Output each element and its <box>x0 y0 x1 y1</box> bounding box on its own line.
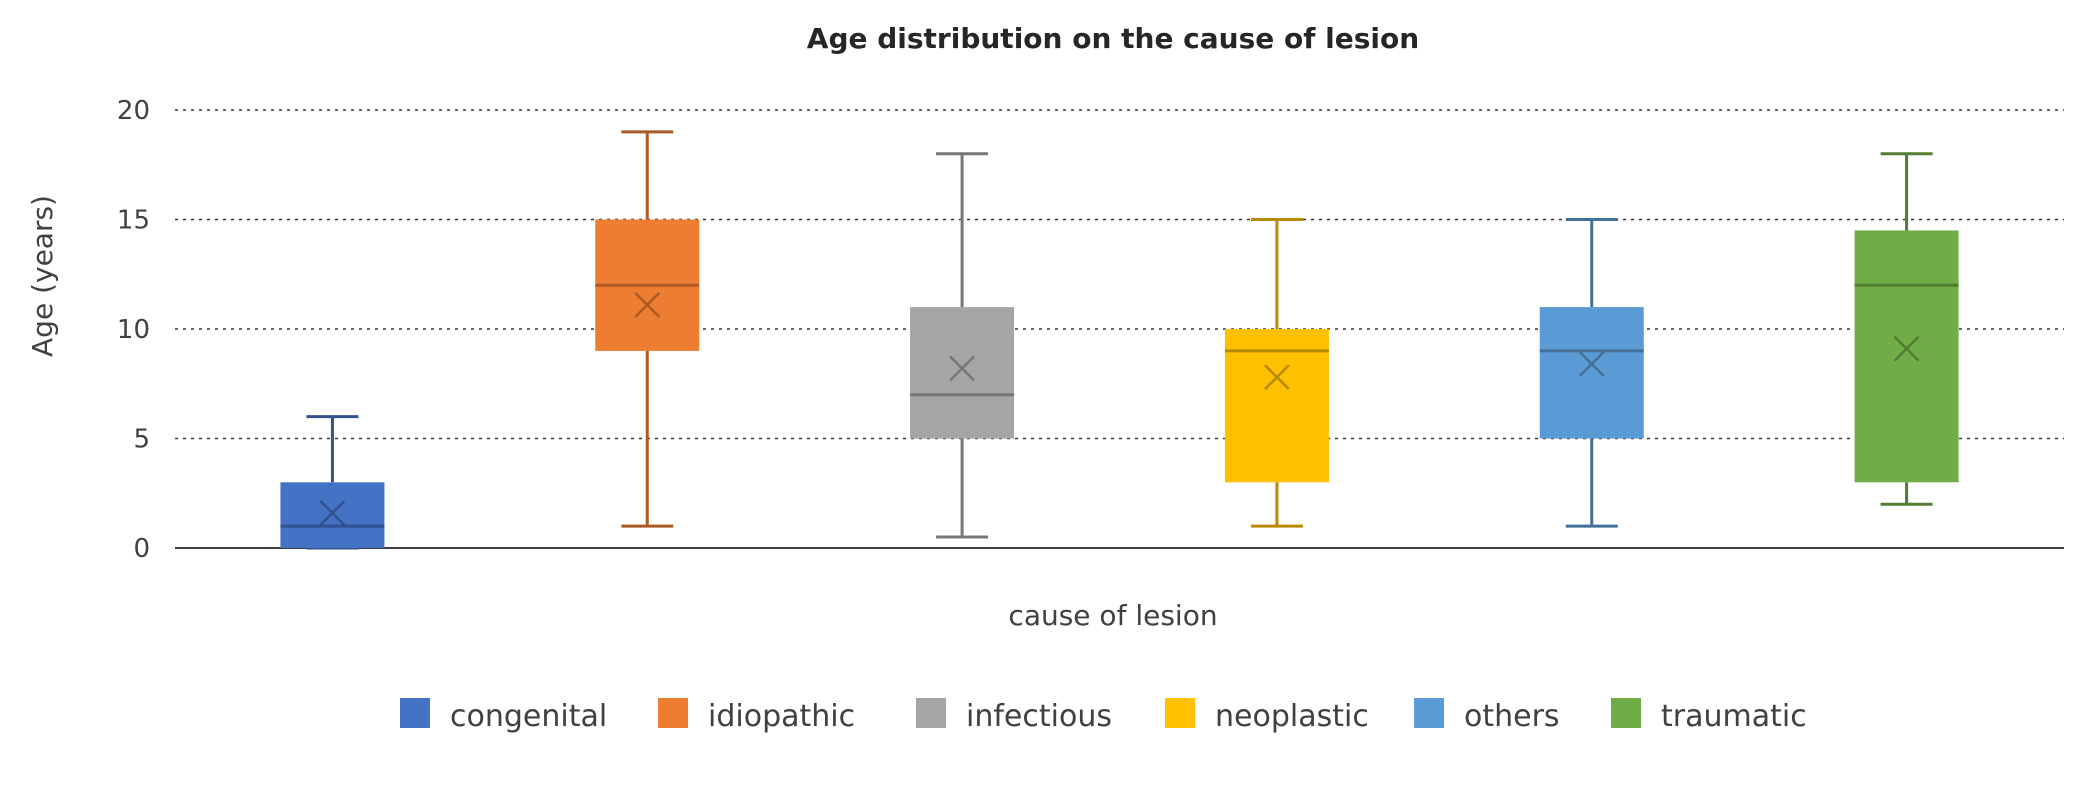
box-rect-others <box>1539 307 1644 439</box>
legend-label-idiopathic: idiopathic <box>708 699 855 734</box>
legend-label-infectious: infectious <box>966 699 1112 734</box>
box-others <box>1539 218 1644 528</box>
legend-label-others: others <box>1464 699 1560 734</box>
legend-item-traumatic: traumatic <box>1611 698 1807 734</box>
mean-marker-b-others <box>1578 351 1605 377</box>
y-tick-label-20: 20 <box>117 96 150 126</box>
box-idiopathic <box>595 130 700 528</box>
box-congenital <box>280 415 385 550</box>
y-tick-label-10: 10 <box>117 315 150 345</box>
box-traumatic <box>1854 152 1959 506</box>
legend-item-neoplastic: neoplastic <box>1165 698 1369 734</box>
legend-item-idiopathic: idiopathic <box>658 698 855 734</box>
legend-label-traumatic: traumatic <box>1661 699 1807 734</box>
box-rect-congenital <box>280 482 385 548</box>
legend-item-others: others <box>1414 698 1560 734</box>
legend-swatch-infectious <box>916 698 946 728</box>
y-tick-labels: 0 5 10 15 20 <box>117 96 150 564</box>
mean-marker-b-infectious <box>949 355 975 382</box>
box-rect-infectious <box>910 307 1015 439</box>
y-tick-label-0: 0 <box>133 534 150 564</box>
box-infectious <box>910 152 1015 539</box>
legend-item-congenital: congenital <box>400 698 607 734</box>
grid-lines <box>175 109 2064 440</box>
boxes <box>280 130 1959 550</box>
legend-label-congenital: congenital <box>450 699 607 734</box>
legend: congenital idiopathic infectious neoplastic… <box>400 698 1807 734</box>
mean-marker-b-neoplastic <box>1264 364 1290 391</box>
legend-swatch-neoplastic <box>1165 698 1195 728</box>
legend-item-infectious: infectious <box>916 698 1112 734</box>
x-axis-label: cause of lesion <box>1008 599 1217 632</box>
box-neoplastic <box>1224 218 1329 528</box>
legend-swatch-traumatic <box>1611 698 1641 728</box>
legend-swatch-congenital <box>400 698 430 728</box>
chart-title: Age distribution on the cause of lesion <box>807 22 1419 55</box>
y-tick-label-15: 15 <box>117 206 150 236</box>
mean-marker-b-traumatic <box>1893 335 1920 362</box>
legend-swatch-others <box>1414 698 1444 728</box>
legend-swatch-idiopathic <box>658 698 688 728</box>
mean-marker-b-idiopathic <box>634 292 661 318</box>
mean-marker-b-congenital <box>319 500 346 526</box>
y-axis-label: Age (years) <box>26 195 59 357</box>
y-tick-label-5: 5 <box>133 425 150 455</box>
box-rect-neoplastic <box>1224 329 1329 483</box>
box-rect-traumatic <box>1854 230 1959 483</box>
legend-label-neoplastic: neoplastic <box>1215 699 1369 734</box>
